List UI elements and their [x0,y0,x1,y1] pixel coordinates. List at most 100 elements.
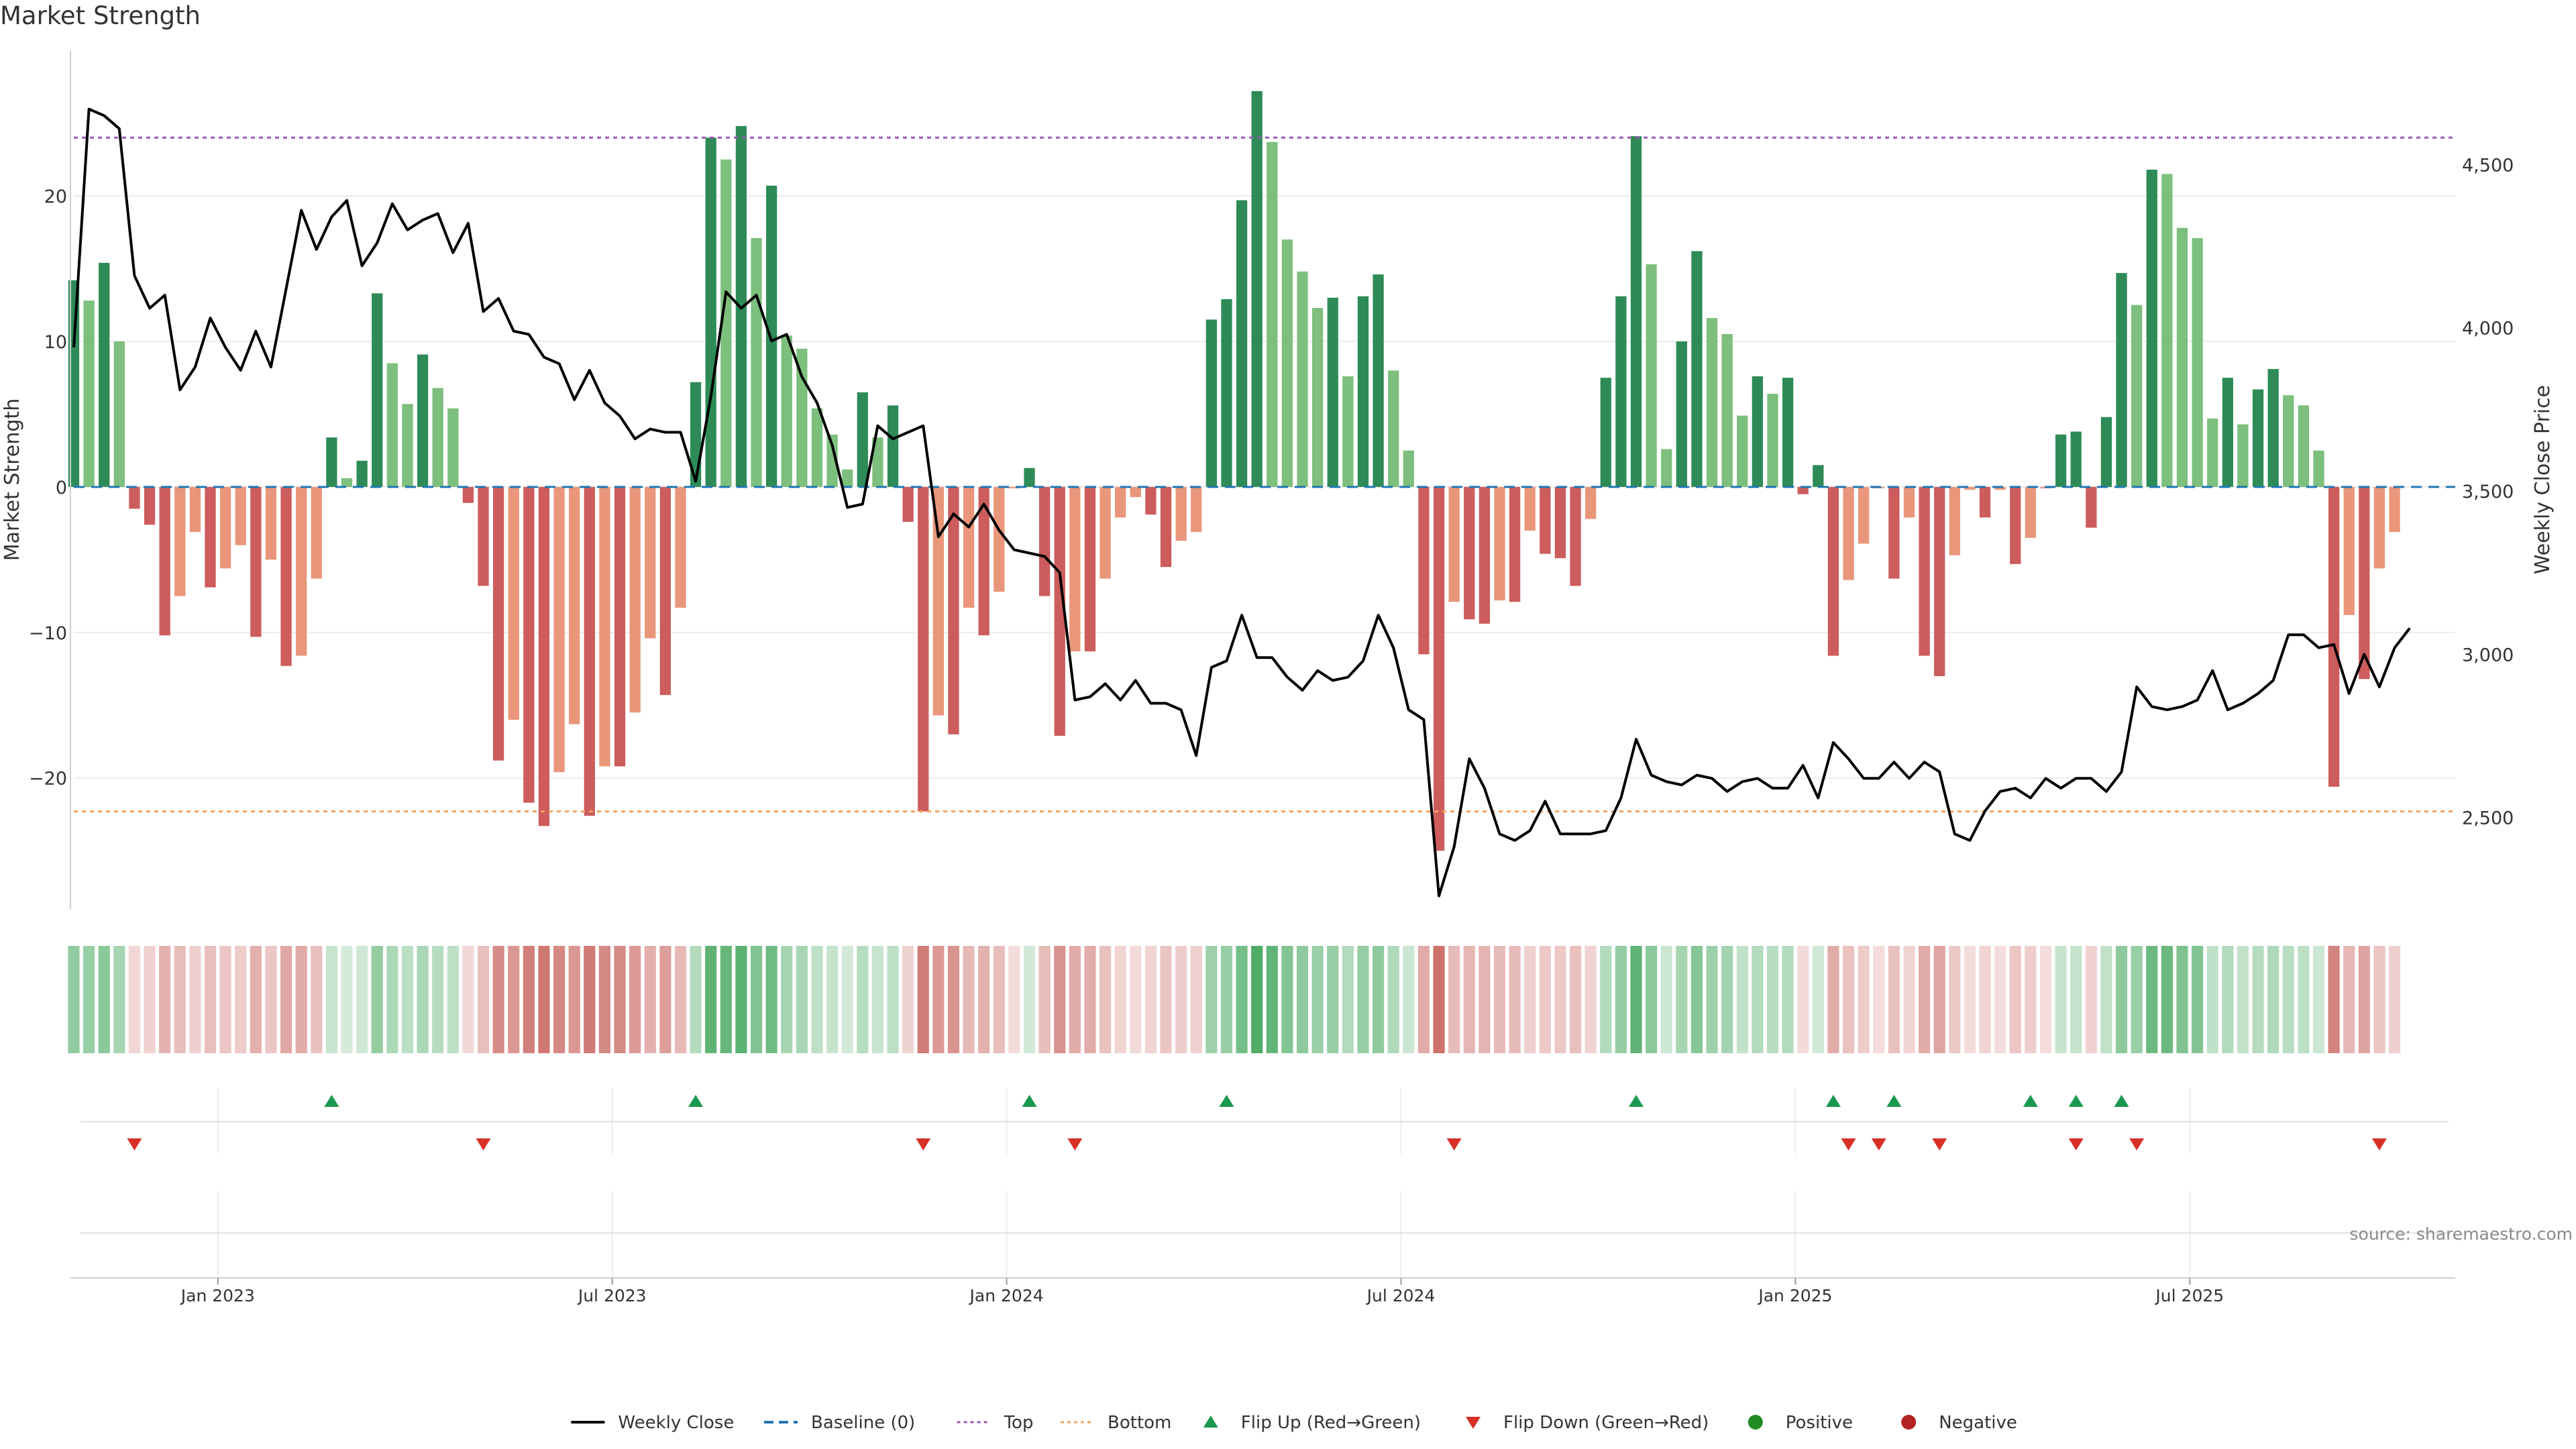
heat-strip-cell [2328,946,2340,1053]
strength-bar [1691,251,1703,487]
strength-bar [1024,468,1035,487]
y-axis-label: Market Strength [1,398,24,561]
flip-up-marker [1628,1095,1644,1107]
strength-bar [2192,237,2203,487]
strength-bar [462,486,474,503]
heat-strip-cell [1433,946,1445,1053]
strength-bar [83,301,95,487]
heat-strip-cell [887,946,899,1053]
strength-bar [659,486,671,696]
flip-down-marker [476,1138,491,1150]
heat-strip-cell [356,946,368,1053]
strength-bar [1342,376,1354,487]
heat-strip-cell [477,946,490,1053]
heat-strip-cell [1130,946,1142,1053]
legend-label: Negative [1939,1413,2017,1433]
strength-bar [1084,486,1096,651]
strength-bar [826,434,838,487]
legend-label: Flip Up (Red→Green) [1241,1413,1421,1433]
heat-strip-cell [1812,946,1824,1053]
heat-strip-cell [1296,946,1309,1053]
heat-strip-cell [720,946,732,1053]
heat-strip-cell [1205,946,1218,1053]
strength-bar [1646,264,1657,487]
heat-strip-cell [2039,946,2052,1053]
heat-strip-cell [1676,946,1688,1053]
strength-bar [963,486,975,608]
heat-strip-cell [1084,946,1096,1053]
strength-bar [1509,486,1521,602]
heat-strip-cell [644,946,656,1053]
heat-strip-cell [462,946,474,1053]
heat-strip-cell [2267,946,2279,1053]
heat-strip-cell [1144,946,1157,1053]
y-tick-label: 20 [44,186,67,207]
flip-down-marker [1841,1138,1856,1150]
strength-bar [341,478,353,487]
heat-strip-cell [2373,946,2385,1053]
heat-strip-cell [2237,946,2249,1053]
heat-strip-cell [447,946,459,1053]
strength-bar [1251,91,1263,487]
heat-strip-cell [1099,946,1112,1053]
strength-bar [2313,450,2324,487]
strength-bar [1630,136,1642,487]
strength-bar [1570,486,1581,586]
heat-strip-cell [993,946,1005,1053]
strength-bar [129,486,140,509]
heat-strip-cell [1949,946,1961,1053]
strength-bar [432,388,443,487]
heat-strip-cell [204,946,217,1053]
strength-bar [1327,297,1338,487]
strength-bar [614,486,626,767]
heat-strip-cell [1646,946,1658,1053]
strength-bar [629,486,641,713]
strength-bar [765,185,777,487]
strength-bar [599,486,610,767]
heat-strip-cell [857,946,869,1053]
strength-bar [1145,486,1157,515]
source-note: source: sharemaestro.com [2350,1224,2573,1244]
strength-bar [1357,296,1369,487]
strength-bar [2055,434,2067,487]
heat-strip-cell [1630,946,1642,1053]
strength-bar [2237,424,2249,487]
strength-bar [1205,319,1217,487]
strength-bar [1827,486,1839,656]
heat-strip-cell [1690,946,1703,1053]
heat-strip [68,946,2401,1053]
heat-strip-cell [401,946,414,1053]
heat-strip-cell [1524,946,1536,1053]
heat-strip-cell [538,946,550,1053]
heat-strip-cell [1403,946,1415,1053]
legend-label: Positive [1786,1413,1853,1433]
heat-strip-cell [2298,946,2310,1053]
heat-strip-cell [1933,946,1945,1053]
heat-strip-cell [584,946,596,1053]
strength-bar [1752,376,1764,487]
heat-strip-cell [1509,946,1521,1053]
y2-tick-label: 3,000 [2462,645,2514,665]
flip-down-marker [127,1138,142,1150]
strength-bar [902,486,914,522]
heat-strip-cell [417,946,429,1053]
heat-strip-cell [1372,946,1385,1053]
heat-strip-cell [826,946,839,1053]
strength-bar [2086,486,2097,528]
heat-strip-cell [947,946,960,1053]
strength-bar [553,486,565,773]
strength-bar [1706,318,1718,487]
flip-down-marker [2371,1138,2387,1150]
strength-bar [569,486,580,724]
x-tick-label: Jan 2024 [969,1286,1044,1305]
heat-strip-cell [235,946,247,1053]
strength-bar [1797,486,1809,494]
strength-bar [1448,486,1460,602]
strength-bar [1115,486,1126,518]
heat-strip-cell [2343,946,2355,1053]
heat-strip-cell [341,946,353,1053]
heat-strip-cell [2070,946,2082,1053]
heat-strip-cell [750,946,763,1053]
legend-label: Flip Down (Green→Red) [1503,1413,1709,1433]
strength-bar [948,486,959,735]
